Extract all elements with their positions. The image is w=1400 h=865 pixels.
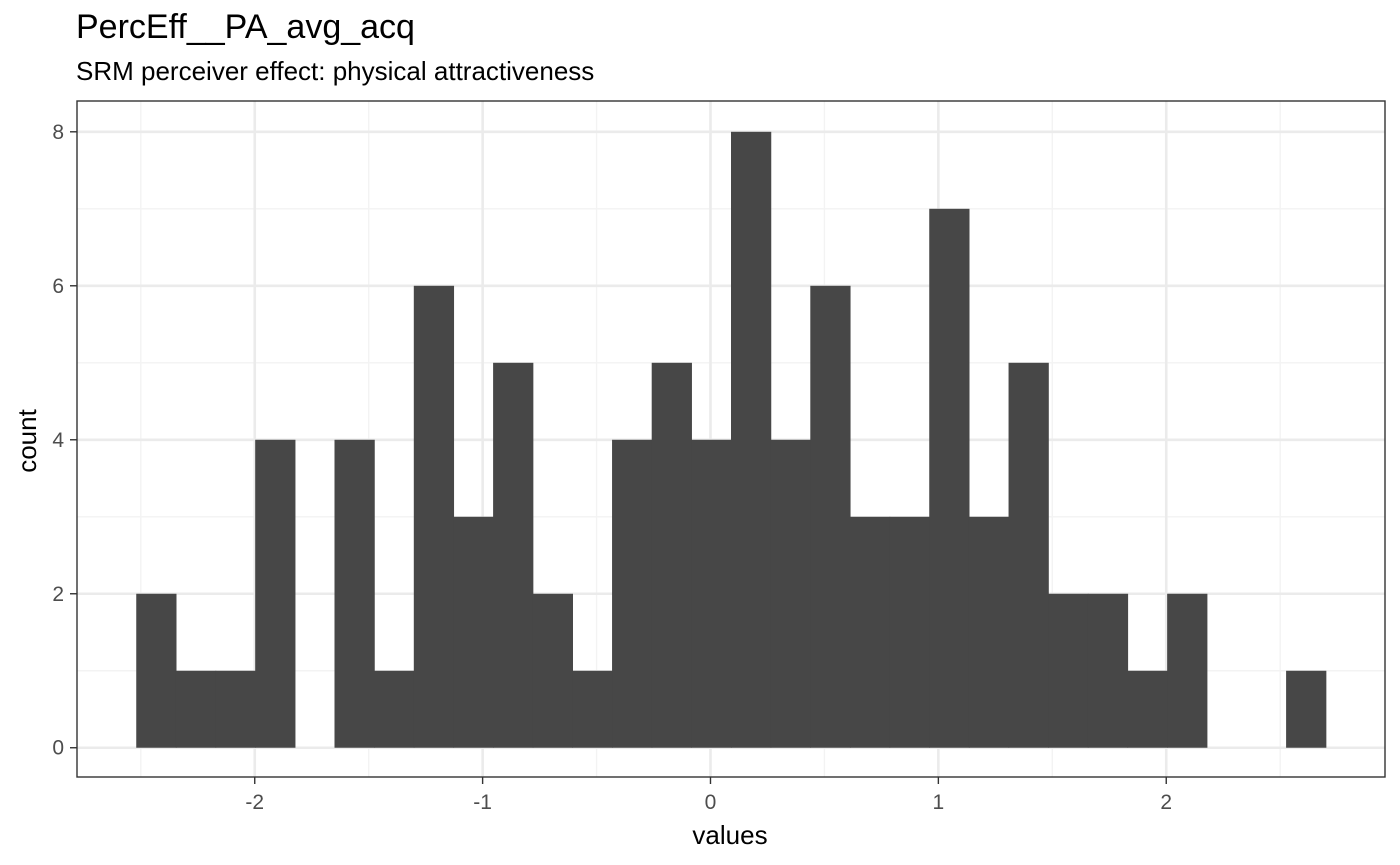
y-tick-label: 2 [52,583,64,606]
histogram-bars [136,131,1327,748]
histogram-bar [215,670,256,748]
y-axis-label: count [12,408,42,472]
x-axis-label: values [692,820,767,850]
histogram-bar [849,516,891,748]
histogram-bar [1127,670,1168,748]
panel-border [76,100,1386,778]
x-tick-label: -1 [473,791,492,814]
chart-subtitle: SRM perceiver effect: physical attractiv… [76,56,595,86]
histogram-bar [612,439,653,748]
x-tick-label: 1 [933,791,945,814]
histogram-bar [175,670,217,748]
histogram-bar [334,439,375,748]
histogram-bar [770,439,811,748]
y-tick-label: 0 [52,737,64,760]
histogram-bar [810,285,851,748]
x-tick-label: 0 [705,791,717,814]
axis-ticks: -2 -1 0 1 2 0 2 4 6 8 [52,121,1172,814]
histogram-bar [255,439,296,748]
histogram-bar [968,516,1010,748]
histogram-bar [651,362,692,748]
histogram-bar [889,516,930,748]
x-tick-label: 2 [1160,791,1172,814]
histogram-bar [731,131,772,748]
histogram-bar [532,593,573,748]
x-tick-label: -2 [245,791,264,814]
chart-title: PercEff__PA_avg_acq [76,8,415,46]
histogram-bar [493,362,534,748]
y-tick-label: 8 [52,121,64,144]
histogram-bar [1048,593,1089,748]
histogram-bar [1167,593,1208,748]
histogram-bar [572,670,613,748]
y-tick-label: 4 [52,429,64,452]
histogram-bar [929,208,970,748]
histogram-bar [413,285,455,748]
y-tick-label: 6 [52,275,64,298]
histogram-bar [691,439,732,748]
histogram-bar [1286,670,1327,748]
histogram-bar [374,670,415,748]
histogram-bar [1008,362,1049,748]
histogram-bar [453,516,494,748]
histogram-bar [136,593,177,748]
histogram-bar [1087,593,1129,748]
